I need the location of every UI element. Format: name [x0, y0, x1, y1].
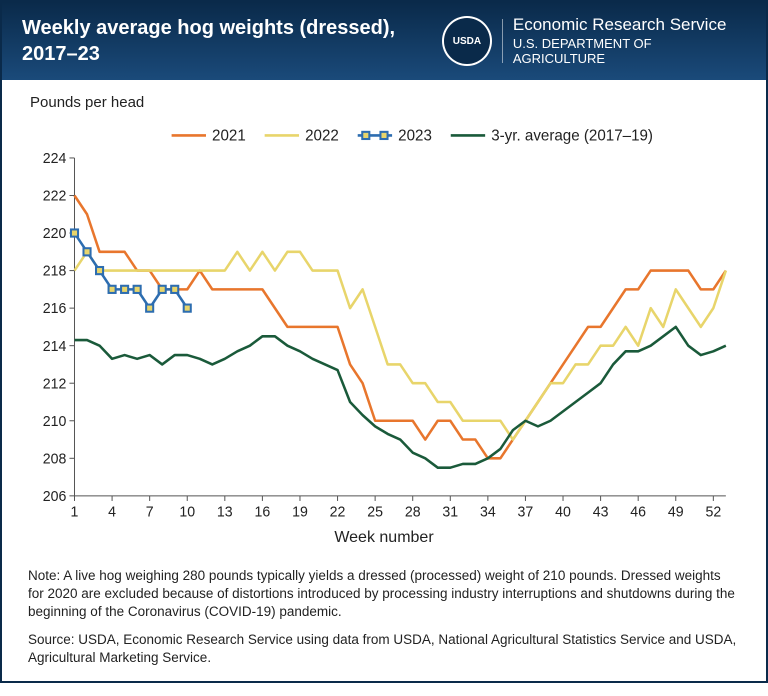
svg-text:52: 52 — [705, 504, 721, 520]
svg-text:43: 43 — [593, 504, 609, 520]
source-text: Source: USDA, Economic Research Service … — [28, 631, 740, 667]
svg-text:46: 46 — [630, 504, 646, 520]
svg-text:31: 31 — [442, 504, 458, 520]
svg-text:224: 224 — [43, 151, 67, 167]
svg-text:37: 37 — [518, 504, 534, 520]
svg-text:218: 218 — [43, 264, 67, 280]
svg-text:208: 208 — [43, 451, 67, 467]
footer: Note: A live hog weighing 280 pounds typ… — [2, 557, 766, 696]
x-axis-label: Week number — [30, 529, 738, 547]
usda-logo-block: USDA Economic Research Service U.S. DEPA… — [442, 15, 746, 67]
note-text: Note: A live hog weighing 280 pounds typ… — [28, 567, 740, 622]
svg-text:22: 22 — [330, 504, 346, 520]
svg-text:206: 206 — [43, 489, 67, 505]
svg-text:2022: 2022 — [305, 127, 339, 144]
svg-text:212: 212 — [43, 376, 67, 392]
svg-text:40: 40 — [555, 504, 571, 520]
svg-text:1: 1 — [71, 504, 79, 520]
svg-text:220: 220 — [43, 226, 67, 242]
svg-text:10: 10 — [179, 504, 195, 520]
svg-text:19: 19 — [292, 504, 308, 520]
svg-text:16: 16 — [255, 504, 271, 520]
y-axis-label: Pounds per head — [30, 94, 738, 111]
svg-text:2021: 2021 — [212, 127, 246, 144]
ers-label: Economic Research Service U.S. DEPARTMEN… — [513, 15, 746, 67]
svg-text:4: 4 — [108, 504, 116, 520]
svg-text:210: 210 — [43, 414, 67, 430]
chart-title: Weekly average hog weights (dressed), 20… — [22, 15, 442, 67]
svg-text:216: 216 — [43, 301, 67, 317]
svg-text:34: 34 — [480, 504, 496, 520]
chart-area: Pounds per head 206 208 210 212 214 216 218 220… — [2, 80, 766, 557]
svg-text:214: 214 — [43, 339, 67, 355]
svg-text:2023: 2023 — [398, 127, 432, 144]
svg-text:49: 49 — [668, 504, 684, 520]
usda-seal-icon: USDA — [442, 16, 492, 66]
chart-card: Weekly average hog weights (dressed), 20… — [0, 0, 768, 683]
header: Weekly average hog weights (dressed), 20… — [2, 2, 766, 80]
svg-text:13: 13 — [217, 504, 233, 520]
svg-text:7: 7 — [146, 504, 154, 520]
logo-divider — [502, 19, 503, 63]
svg-text:222: 222 — [43, 189, 67, 205]
chart-svg: 206 208 210 212 214 216 218 220 222 224 1 4 7 10 13 16 1… — [30, 117, 738, 527]
plot: 206 208 210 212 214 216 218 220 222 224 1 4 7 10 13 16 1… — [30, 117, 738, 527]
svg-text:25: 25 — [367, 504, 383, 520]
svg-text:3-yr. average (2017–19): 3-yr. average (2017–19) — [491, 127, 653, 144]
svg-text:28: 28 — [405, 504, 421, 520]
